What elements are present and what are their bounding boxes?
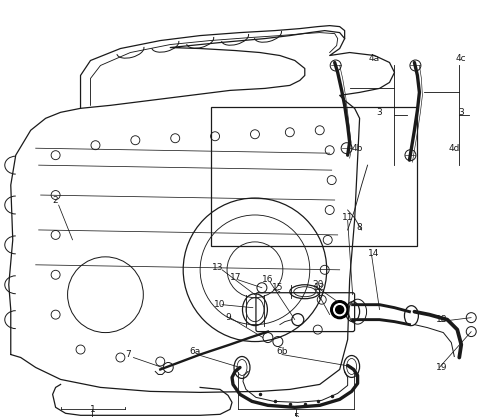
Text: 17: 17 <box>230 273 242 282</box>
Text: 4a: 4a <box>369 54 380 63</box>
Text: 2: 2 <box>53 196 59 204</box>
Text: 13: 13 <box>212 263 224 272</box>
Text: 20: 20 <box>312 280 324 289</box>
Text: 1: 1 <box>90 405 96 414</box>
Text: 5: 5 <box>293 413 299 418</box>
Bar <box>211 107 417 247</box>
Text: 12: 12 <box>314 283 325 292</box>
Text: 8: 8 <box>357 224 362 232</box>
Text: 14: 14 <box>368 250 379 258</box>
Text: 6b: 6b <box>276 347 288 356</box>
Circle shape <box>336 306 344 314</box>
Text: 11: 11 <box>342 214 353 222</box>
Text: 7: 7 <box>125 350 131 359</box>
Text: 4b: 4b <box>352 144 363 153</box>
Text: 19: 19 <box>435 363 447 372</box>
Text: 16: 16 <box>262 275 274 284</box>
Text: 10: 10 <box>214 300 226 309</box>
Text: 4d: 4d <box>449 144 460 153</box>
Text: 18: 18 <box>435 315 447 324</box>
Text: 15: 15 <box>272 283 284 292</box>
Text: 4c: 4c <box>456 54 467 63</box>
Text: 6a: 6a <box>190 347 201 356</box>
Text: 3: 3 <box>458 108 464 117</box>
Circle shape <box>331 301 348 319</box>
Circle shape <box>334 304 346 316</box>
Text: 9: 9 <box>225 313 231 322</box>
Text: 3: 3 <box>377 108 383 117</box>
